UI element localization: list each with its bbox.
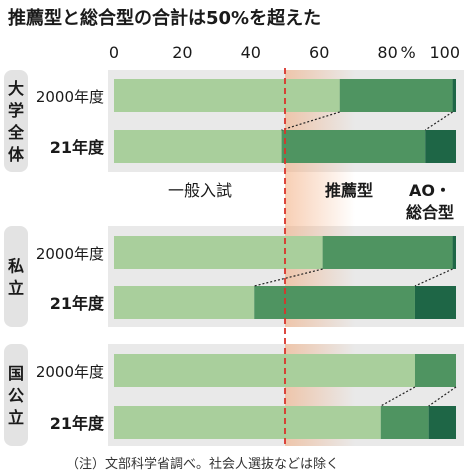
connector-line (424, 111, 453, 131)
bar-segment-ippan (114, 286, 255, 319)
chart-title: 推薦型と総合型の合計は50%を超えた (8, 7, 321, 29)
footnote: （注）文部科学省調べ。社会人選抜などは除く (66, 456, 339, 472)
x-tick-label: 100 (429, 43, 460, 62)
group-tab (4, 226, 28, 327)
connector-line (380, 386, 416, 407)
bar-segment-suisen (339, 79, 453, 112)
legend-ao: AO・総合型 (406, 181, 454, 222)
x-tick-label: 0 (109, 43, 119, 62)
group-tab (4, 70, 28, 172)
group-label: 国公立 (8, 364, 24, 427)
group-tab (4, 344, 28, 446)
legend-ippan: 一般入試 (168, 181, 232, 200)
row-label: 21年度 (50, 294, 105, 313)
bar-segment-suisen (414, 354, 456, 387)
connector-line (428, 386, 457, 407)
bar-segment-ao (425, 130, 456, 163)
legend-suisen: 推薦型 (325, 181, 373, 200)
bar-segment-ippan (114, 130, 282, 163)
group-label: 大学全体 (7, 79, 25, 164)
bar-segment-ao (452, 79, 456, 112)
row-label: 2000年度 (36, 245, 104, 263)
bar-segment-ippan (114, 236, 323, 269)
group-label: 私立 (8, 257, 24, 298)
bar-segment-ao (414, 286, 456, 319)
row-label: 21年度 (50, 414, 105, 433)
x-tick-label: 40 (241, 43, 261, 62)
bar-segment-ao (428, 406, 456, 439)
x-tick-label: 20 (172, 43, 192, 62)
bar-segment-ao (452, 236, 456, 269)
unit-label: % (401, 43, 416, 62)
bar-segment-suisen (322, 236, 453, 269)
connector-line (414, 268, 453, 287)
row-label: 2000年度 (36, 363, 104, 381)
bar-segment-ippan (114, 79, 340, 112)
bar-segment-suisen (380, 406, 429, 439)
row-label: 2000年度 (36, 88, 104, 106)
x-tick-label: 60 (309, 43, 329, 62)
reference-glow (285, 172, 355, 226)
bar-segment-suisen (281, 130, 426, 163)
x-tick-label: 80 (377, 43, 397, 62)
bar-segment-suisen (254, 286, 415, 319)
bar-segment-ippan (114, 354, 415, 387)
row-label: 21年度 (50, 138, 105, 157)
bar-segment-ippan (114, 406, 381, 439)
